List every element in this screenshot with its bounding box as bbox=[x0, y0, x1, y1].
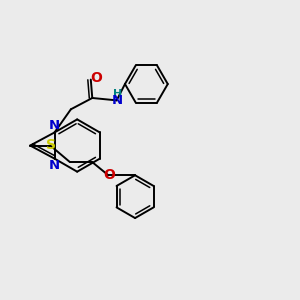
Text: O: O bbox=[90, 71, 102, 85]
Text: H: H bbox=[113, 89, 122, 99]
Text: N: N bbox=[49, 159, 60, 172]
Text: S: S bbox=[46, 138, 56, 152]
Text: N: N bbox=[49, 119, 60, 132]
Text: N: N bbox=[112, 94, 123, 107]
Text: O: O bbox=[103, 168, 115, 182]
